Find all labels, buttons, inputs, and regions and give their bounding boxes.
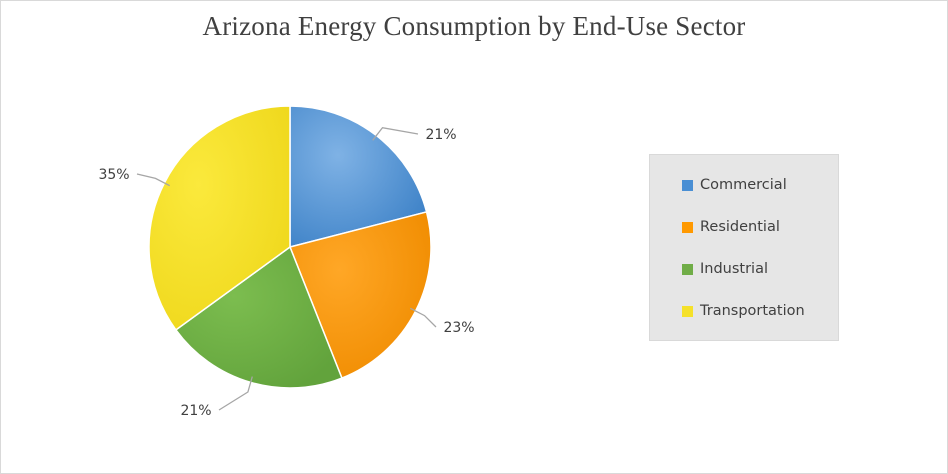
legend-item-industrial: Industrial	[682, 259, 768, 279]
legend-label-commercial: Commercial	[700, 177, 787, 193]
chart-title: Arizona Energy Consumption by End-Use Se…	[202, 11, 746, 41]
data-label-industrial: 21%	[180, 403, 211, 419]
legend-item-transportation: Transportation	[682, 301, 805, 321]
legend-swatch-transportation	[682, 305, 693, 317]
legend-swatch-commercial	[682, 179, 693, 191]
data-label-commercial: 21%	[425, 127, 456, 143]
leader-line-residential	[410, 307, 437, 328]
legend-swatch-industrial	[682, 263, 693, 275]
legend-item-commercial: Commercial	[682, 175, 787, 195]
leader-line-industrial	[218, 376, 253, 411]
data-label-transportation: 35%	[98, 167, 129, 183]
legend-label-residential: Residential	[700, 219, 780, 235]
legend-label-industrial: Industrial	[700, 261, 769, 277]
legend: Commercial Residential Industrial Transp…	[649, 154, 839, 341]
legend-item-residential: Residential	[682, 217, 780, 237]
data-label-residential: 23%	[443, 320, 474, 336]
leader-line-commercial	[372, 126, 419, 141]
legend-label-transportation: Transportation	[700, 303, 805, 319]
legend-swatch-residential	[682, 221, 693, 233]
leader-line-transportation	[136, 173, 170, 187]
